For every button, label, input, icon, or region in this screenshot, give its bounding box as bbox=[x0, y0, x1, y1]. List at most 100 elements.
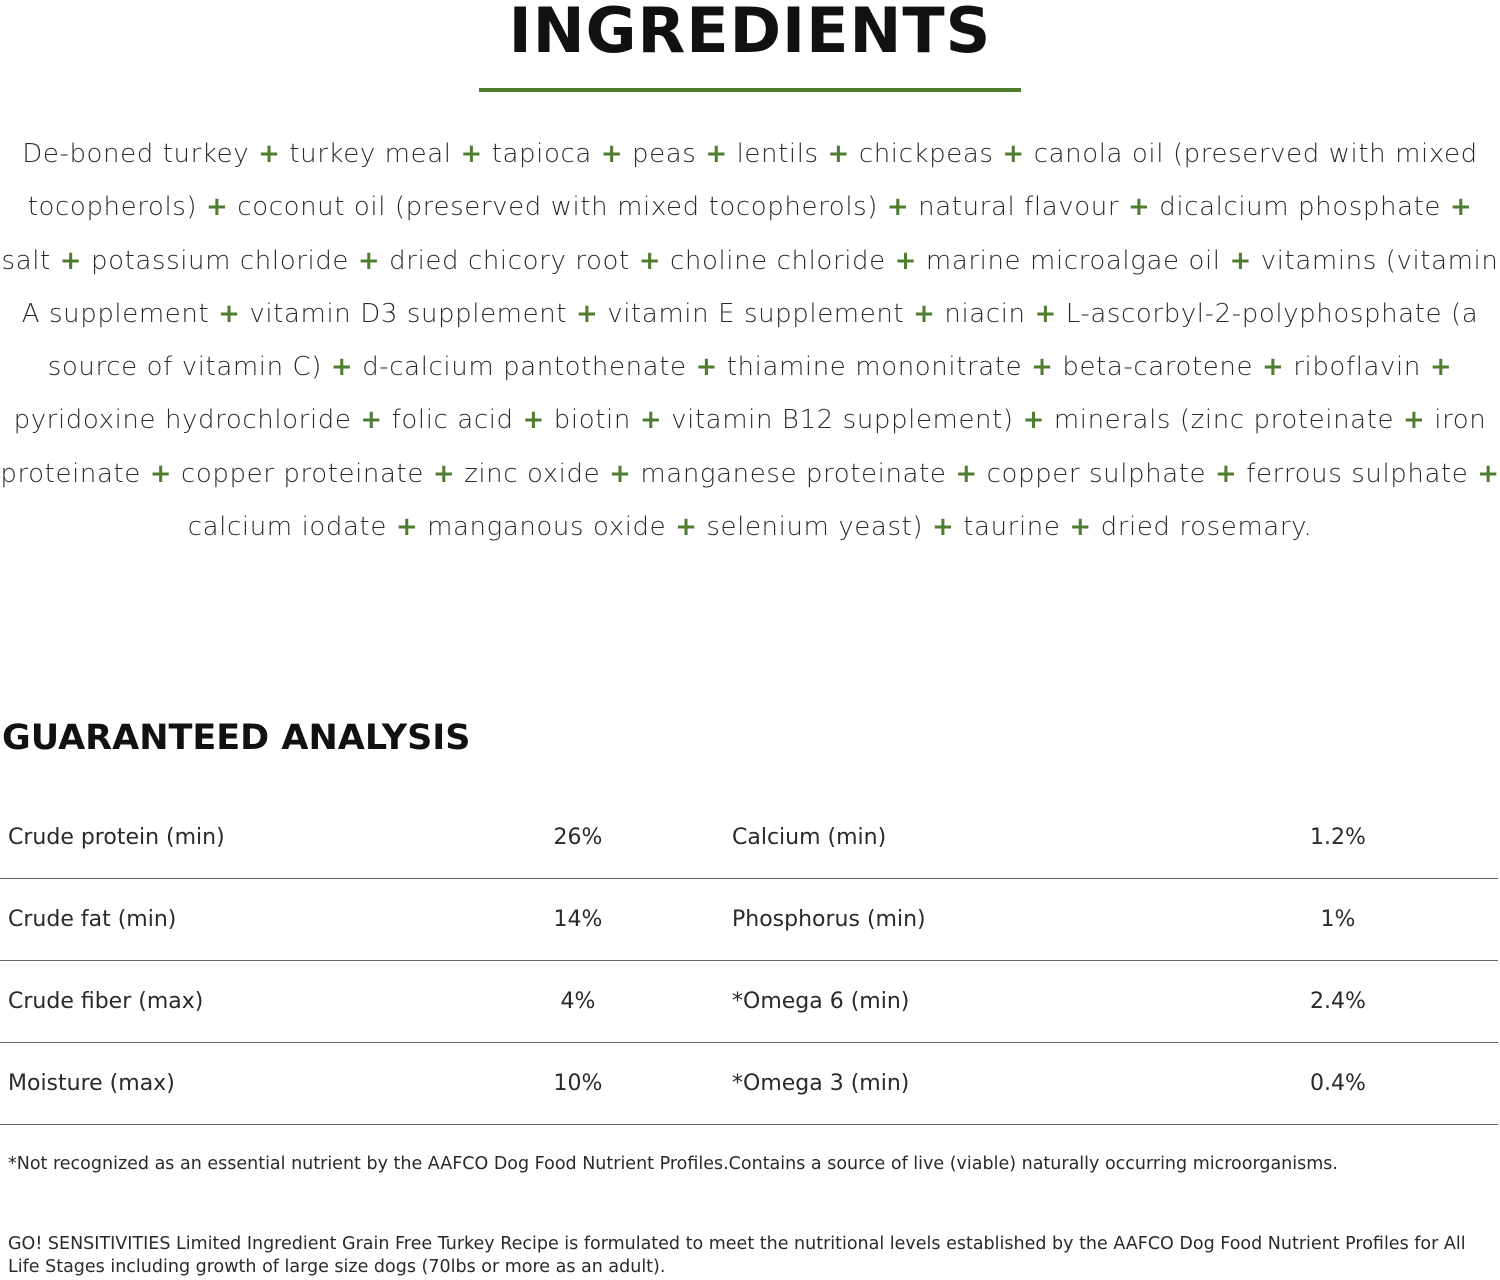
separator: + bbox=[59, 245, 83, 276]
amount: 14% bbox=[500, 878, 656, 961]
separator: + bbox=[360, 405, 383, 436]
separator: + bbox=[206, 192, 229, 223]
ingredient: vitamins (vitamin A supplement bbox=[21, 245, 1499, 329]
ingredient: turkey meal bbox=[289, 139, 452, 169]
ingredient: natural flavour bbox=[918, 192, 1120, 223]
ingredient: niacin bbox=[944, 298, 1026, 329]
nutrient: Crude protein (min) bbox=[0, 797, 500, 879]
nutrient: Phosphorus (min) bbox=[656, 878, 1178, 961]
separator: + bbox=[600, 139, 624, 169]
separator: + bbox=[1215, 458, 1238, 489]
ingredient: peas bbox=[632, 139, 697, 169]
separator: + bbox=[149, 458, 173, 489]
separator: + bbox=[1229, 245, 1252, 276]
separator: + bbox=[1069, 512, 1092, 543]
separator: + bbox=[695, 352, 718, 383]
separator: + bbox=[395, 512, 419, 543]
amount: 0.4% bbox=[1178, 1042, 1498, 1125]
separator: + bbox=[218, 298, 241, 329]
ingredient: zinc oxide bbox=[464, 458, 601, 489]
separator: + bbox=[705, 139, 728, 169]
ingredient: thiamine mononitrate bbox=[726, 352, 1023, 383]
separator: + bbox=[955, 458, 978, 489]
separator: + bbox=[1128, 192, 1151, 223]
ingredient: dried chicory root bbox=[389, 245, 630, 276]
amount: 10% bbox=[500, 1042, 656, 1125]
ingredient: canola oil (preserved with mixed tocophe… bbox=[27, 139, 1478, 223]
ingredient: selenium yeast) bbox=[706, 512, 924, 543]
statement: GO! SENSITIVITIES Limited Ingredient Gra… bbox=[8, 1234, 1466, 1277]
footnote: *Not recognized as an essential nutrient… bbox=[8, 1154, 1338, 1174]
analysis-table: Crude protein (min) 26% Calcium (min) 1.2% C… bbox=[0, 797, 1498, 1125]
separator: + bbox=[522, 405, 545, 436]
separator: + bbox=[1477, 458, 1500, 489]
separator: + bbox=[1429, 352, 1453, 383]
ingredient: marine microalgae oil bbox=[925, 245, 1221, 276]
amount: 2.4% bbox=[1178, 960, 1498, 1043]
ingredients-title: INGREDIENTS bbox=[508, 0, 992, 67]
ingredient: calcium iodate bbox=[187, 512, 387, 543]
ingredient: dicalcium phosphate bbox=[1159, 192, 1441, 223]
nutrient: *Omega 6 (min) bbox=[656, 960, 1178, 1043]
nutrient: *Omega 3 (min) bbox=[656, 1042, 1178, 1125]
ingredient: folic acid bbox=[391, 405, 514, 436]
ingredient: vitamin D3 supplement bbox=[249, 298, 568, 329]
ingredient: manganous oxide bbox=[427, 512, 667, 543]
ingredient: De-boned turkey bbox=[22, 139, 250, 169]
ingredient: biotin bbox=[553, 405, 631, 436]
ingredient: L-ascorbyl-2-polyphosphate (a source of … bbox=[47, 298, 1479, 383]
amount: 1.2% bbox=[1178, 797, 1498, 879]
ingredient: vitamin E supplement bbox=[607, 298, 905, 329]
ingredient: salt bbox=[1, 245, 51, 276]
separator: + bbox=[894, 245, 918, 276]
nutrient: Crude fiber (max) bbox=[0, 960, 500, 1043]
ingredient: lentils bbox=[736, 139, 819, 169]
separator: + bbox=[330, 352, 354, 383]
ingredient: copper proteinate bbox=[181, 458, 424, 489]
ingredient: d-calcium pantothenate bbox=[362, 352, 687, 383]
ingredient: dried rosemary. bbox=[1100, 512, 1313, 543]
ingredient: choline chloride bbox=[669, 245, 886, 276]
separator: + bbox=[1261, 352, 1285, 383]
separator: + bbox=[638, 245, 662, 276]
separator: + bbox=[460, 139, 483, 169]
amount: 26% bbox=[500, 797, 656, 879]
separator: + bbox=[1034, 298, 1057, 329]
ingredient: chickpeas bbox=[858, 139, 994, 169]
nutrient: Moisture (max) bbox=[0, 1042, 500, 1125]
ingredient: ferrous sulphate bbox=[1246, 458, 1469, 489]
nutrient: Crude fat (min) bbox=[0, 878, 500, 961]
amount: 1% bbox=[1178, 878, 1498, 961]
separator: + bbox=[1031, 352, 1054, 383]
analysis-row: Crude fat (min) 14% Phosphorus (min) 1% bbox=[0, 878, 1498, 961]
separator: + bbox=[357, 245, 381, 276]
ingredient: beta-carotene bbox=[1062, 352, 1254, 383]
ingredient: riboflavin bbox=[1293, 352, 1421, 383]
separator: + bbox=[639, 405, 663, 436]
ingredient: iron proteinate bbox=[0, 405, 1487, 489]
ingredients-list: De-boned turkey + turkey meal + tapioca … bbox=[0, 128, 1500, 554]
analysis-row: Moisture (max) 10% *Omega 3 (min) 0.4% bbox=[0, 1042, 1498, 1125]
separator: + bbox=[432, 458, 456, 489]
analysis-row: Crude protein (min) 26% Calcium (min) 1.2% bbox=[0, 797, 1498, 879]
separator: + bbox=[1449, 192, 1473, 223]
title-rule bbox=[479, 88, 1021, 92]
ingredient: potassium chloride bbox=[90, 245, 350, 276]
separator: + bbox=[1402, 405, 1426, 436]
ingredient: pyridoxine hydrochloride bbox=[13, 405, 352, 436]
separator: + bbox=[932, 512, 955, 543]
separator: + bbox=[575, 298, 599, 329]
ingredient: vitamin B12 supplement) bbox=[671, 405, 1014, 436]
analysis-row: Crude fiber (max) 4% *Omega 6 (min) 2.4% bbox=[0, 960, 1498, 1043]
separator: + bbox=[609, 458, 632, 489]
ingredient: minerals (zinc proteinate bbox=[1053, 405, 1395, 436]
separator: + bbox=[1022, 405, 1045, 436]
ingredient: tapioca bbox=[491, 139, 592, 169]
amount: 4% bbox=[500, 960, 656, 1043]
separator: + bbox=[675, 512, 698, 543]
nutrient: Calcium (min) bbox=[656, 797, 1178, 879]
ingredient: taurine bbox=[963, 512, 1061, 543]
separator: + bbox=[827, 139, 850, 169]
separator: + bbox=[913, 298, 936, 329]
